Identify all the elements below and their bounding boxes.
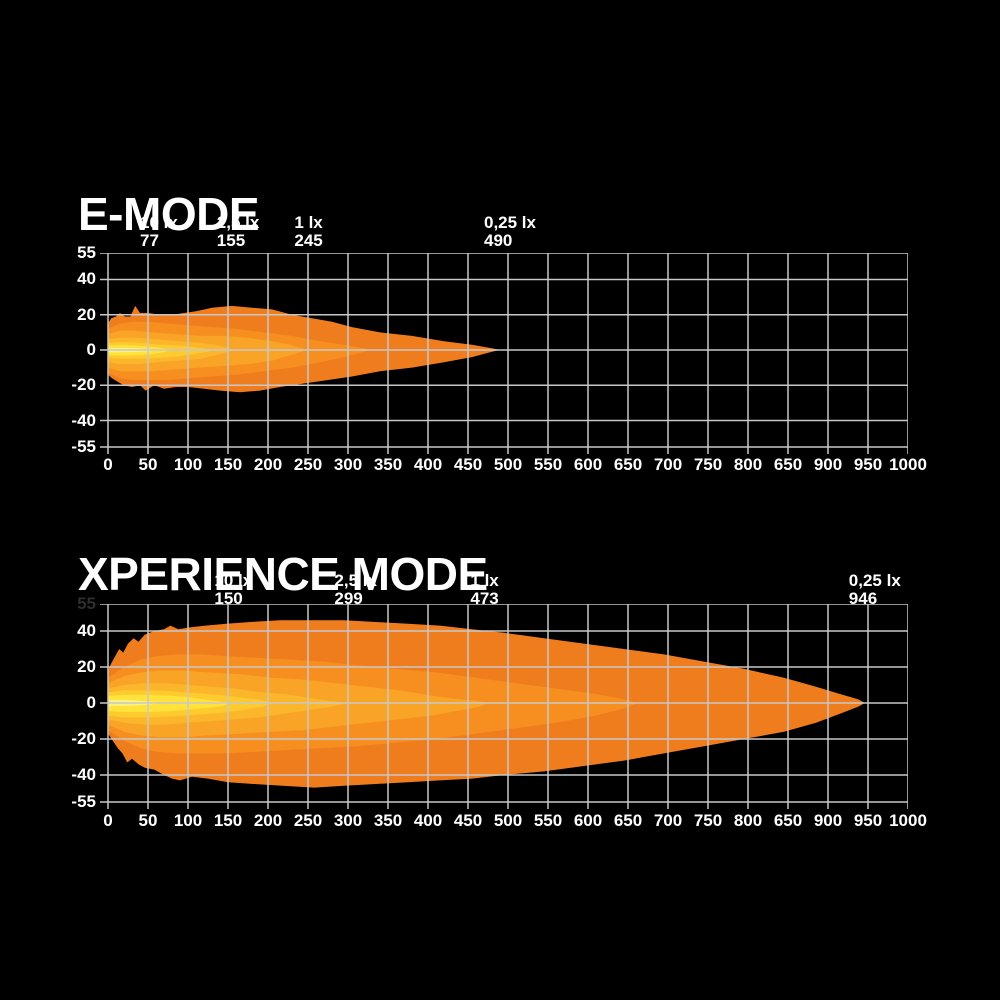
x-tick-label: 750 [693, 455, 723, 474]
x-tick-label: 0 [103, 811, 113, 830]
x-tick-label: 650 [613, 455, 643, 474]
y-tick-label: -55 [71, 437, 96, 456]
x-tick-label: 800 [733, 455, 763, 474]
distance-value: 150 [214, 588, 243, 608]
x-tick-label: 1000 [889, 455, 927, 474]
lux-value: 10 lx [214, 571, 253, 590]
x-tick-label: 250 [293, 455, 323, 474]
lux-annotation: 1 lx 245 [294, 214, 322, 249]
distance-value: 473 [470, 588, 499, 608]
x-tick-label: 50 [138, 811, 158, 830]
grid [100, 604, 908, 809]
lux-value: 0,25 lx [848, 571, 901, 590]
y-tick-label: 55 [77, 594, 96, 613]
x-tick-label: 550 [533, 455, 563, 474]
y-tick-label: -20 [71, 729, 96, 748]
x-tick-label: 450 [453, 455, 483, 474]
y-tick-label: -20 [71, 375, 96, 394]
lux-annotation: 10 lx 150 [214, 572, 252, 607]
x-tick-label: 1000 [889, 811, 927, 830]
distance-value: 490 [484, 230, 513, 250]
x-tick-label: 900 [813, 811, 843, 830]
beam-contours [108, 305, 500, 393]
x-tick-label: 300 [333, 455, 363, 474]
lux-value: 1 lx [294, 213, 323, 232]
beam-plot [100, 253, 908, 454]
lux-value: 2,5 lx [216, 213, 260, 232]
x-tick-label: 700 [653, 455, 683, 474]
x-tick-label: 100 [173, 455, 203, 474]
y-tick-label: 0 [86, 340, 96, 359]
y-tick-label: 40 [77, 621, 96, 640]
lux-annotation: 1 lx 473 [470, 572, 498, 607]
chart-title-xperience-mode: XPERIENCE MODE [78, 547, 488, 600]
y-tick-label: -40 [71, 765, 96, 784]
x-tick-label: 900 [813, 455, 843, 474]
y-tick-label: -40 [71, 411, 96, 430]
y-tick-label: -55 [71, 792, 96, 811]
x-tick-label: 250 [293, 811, 323, 830]
x-tick-label: 650 [773, 455, 803, 474]
x-tick-label: 100 [173, 811, 203, 830]
beam-contours [108, 620, 865, 788]
lux-value: 0,25 lx [484, 213, 536, 232]
x-tick-label: 350 [373, 455, 403, 474]
x-tick-label: 950 [853, 455, 883, 474]
distance-value: 155 [216, 230, 246, 250]
x-tick-label: 650 [773, 811, 803, 830]
y-tick-label: 20 [77, 657, 96, 676]
x-tick-label: 950 [853, 811, 883, 830]
x-tick-label: 0 [103, 455, 113, 474]
distance-value: 946 [848, 588, 878, 608]
lux-value: 1 lx [470, 571, 499, 590]
x-tick-label: 600 [573, 811, 603, 830]
x-tick-label: 650 [613, 811, 643, 830]
x-tick-label: 350 [373, 811, 403, 830]
x-tick-label: 200 [253, 455, 283, 474]
x-tick-label: 50 [138, 455, 158, 474]
y-tick-label: 40 [77, 269, 96, 288]
distance-value: 77 [140, 230, 159, 250]
lux-value: 10 lx [140, 213, 178, 232]
beam-plot [100, 604, 908, 809]
x-tick-label: 800 [733, 811, 763, 830]
distance-value: 245 [294, 230, 323, 250]
x-tick-label: 500 [493, 455, 523, 474]
lux-annotation: 0,25 lx 946 [849, 572, 901, 607]
y-tick-label: 0 [86, 693, 96, 712]
x-tick-label: 200 [253, 811, 283, 830]
grid [100, 253, 908, 454]
x-tick-label: 150 [213, 455, 243, 474]
lux-annotation: 0,25 lx 490 [484, 214, 536, 249]
x-tick-label: 400 [413, 455, 443, 474]
distance-value: 299 [334, 588, 363, 608]
lux-value: 2,5 lx [334, 571, 377, 590]
x-tick-label: 750 [693, 811, 723, 830]
lux-annotation: 2,5 lx 155 [217, 214, 260, 249]
lux-annotation: 10 lx 77 [140, 214, 178, 249]
x-tick-label: 500 [493, 811, 523, 830]
x-tick-label: 300 [333, 811, 363, 830]
x-tick-label: 450 [453, 811, 483, 830]
x-tick-label: 150 [213, 811, 243, 830]
x-tick-label: 700 [653, 811, 683, 830]
x-tick-label: 600 [573, 455, 603, 474]
lux-annotation: 2,5 lx 299 [334, 572, 377, 607]
chart-title-e-mode: E-MODE [78, 187, 260, 240]
x-tick-label: 400 [413, 811, 443, 830]
y-tick-label: 55 [77, 243, 96, 262]
x-tick-label: 550 [533, 811, 563, 830]
y-tick-label: 20 [77, 305, 96, 324]
